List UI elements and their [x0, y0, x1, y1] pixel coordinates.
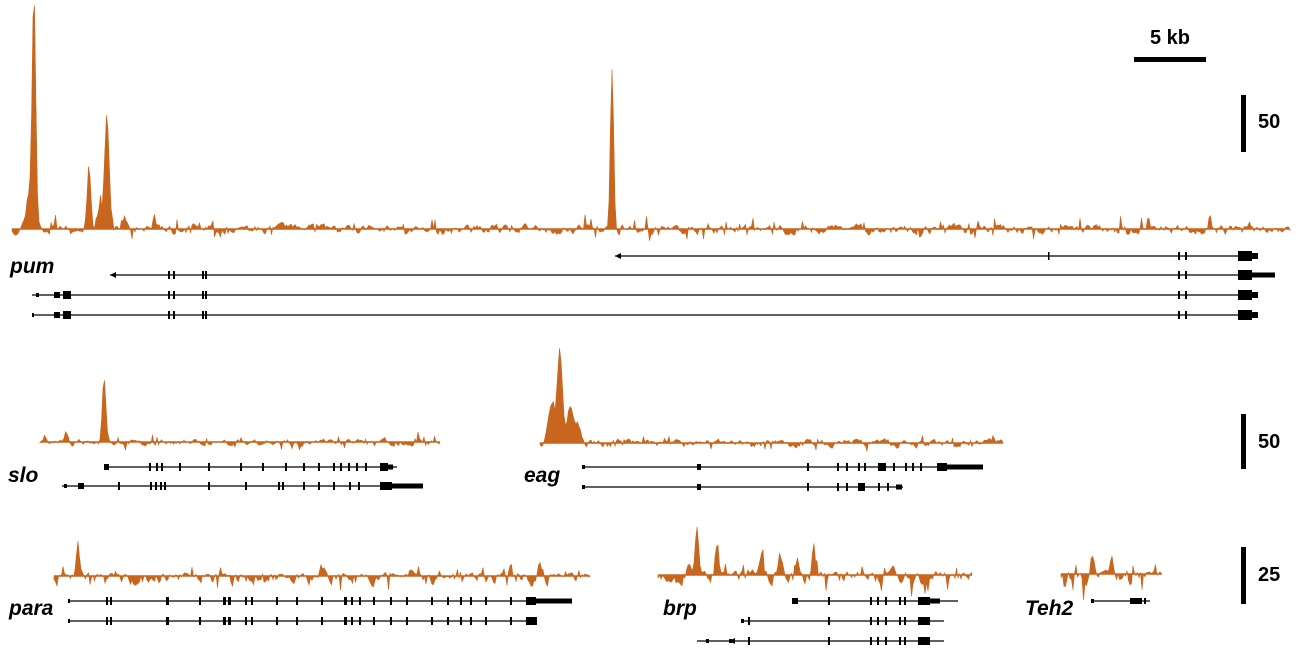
y-scale-bar	[1241, 547, 1246, 604]
scale-bar-5kb: 5 kb	[1134, 27, 1206, 62]
y-scale-label: 50	[1258, 111, 1280, 133]
transcript-slo-2	[62, 482, 423, 490]
transcript-pum-3	[32, 290, 1258, 300]
signal-Teh2	[1060, 555, 1163, 601]
transcript-eag-1	[582, 463, 983, 471]
y-scale-slo: 50	[1241, 414, 1280, 469]
signal-para	[53, 541, 591, 591]
y-scale-bar	[1241, 414, 1246, 469]
gene-label-eag: eag	[524, 464, 560, 487]
signal-pum	[11, 5, 1291, 241]
signal-eag	[539, 348, 1004, 452]
transcript-pum-2	[110, 270, 1275, 280]
transcript-brp-3	[697, 637, 944, 645]
transcript-Teh2-1	[1091, 598, 1150, 604]
signal-brp	[657, 526, 973, 597]
gene-label-slo: slo	[8, 464, 39, 487]
scale-bar-label: 5 kb	[1150, 27, 1190, 49]
signal-slo	[39, 380, 441, 451]
gene-label-brp: brp	[663, 597, 697, 620]
transcript-slo-1	[104, 463, 397, 471]
scale-bar-line	[1134, 57, 1206, 62]
transcript-brp-1	[792, 597, 958, 605]
transcript-brp-2	[741, 617, 944, 625]
y-scale-pum: 50	[1241, 95, 1280, 152]
transcript-pum-1	[615, 251, 1258, 261]
transcript-pum-4	[32, 310, 1258, 320]
y-scale-label: 50	[1258, 431, 1280, 453]
transcript-eag-2	[582, 483, 903, 491]
gene-label-Teh2: Teh2	[1025, 597, 1074, 620]
gene-label-para: para	[8, 597, 54, 620]
transcript-para-1	[68, 597, 572, 605]
gene-label-pum: pum	[9, 255, 54, 278]
y-scale-para: 25	[1241, 547, 1280, 604]
y-scale-label: 25	[1258, 564, 1280, 586]
transcript-para-2	[68, 617, 537, 625]
y-scale-bar	[1241, 95, 1246, 152]
signal-tracks	[11, 5, 1291, 601]
gene-models	[32, 251, 1275, 645]
